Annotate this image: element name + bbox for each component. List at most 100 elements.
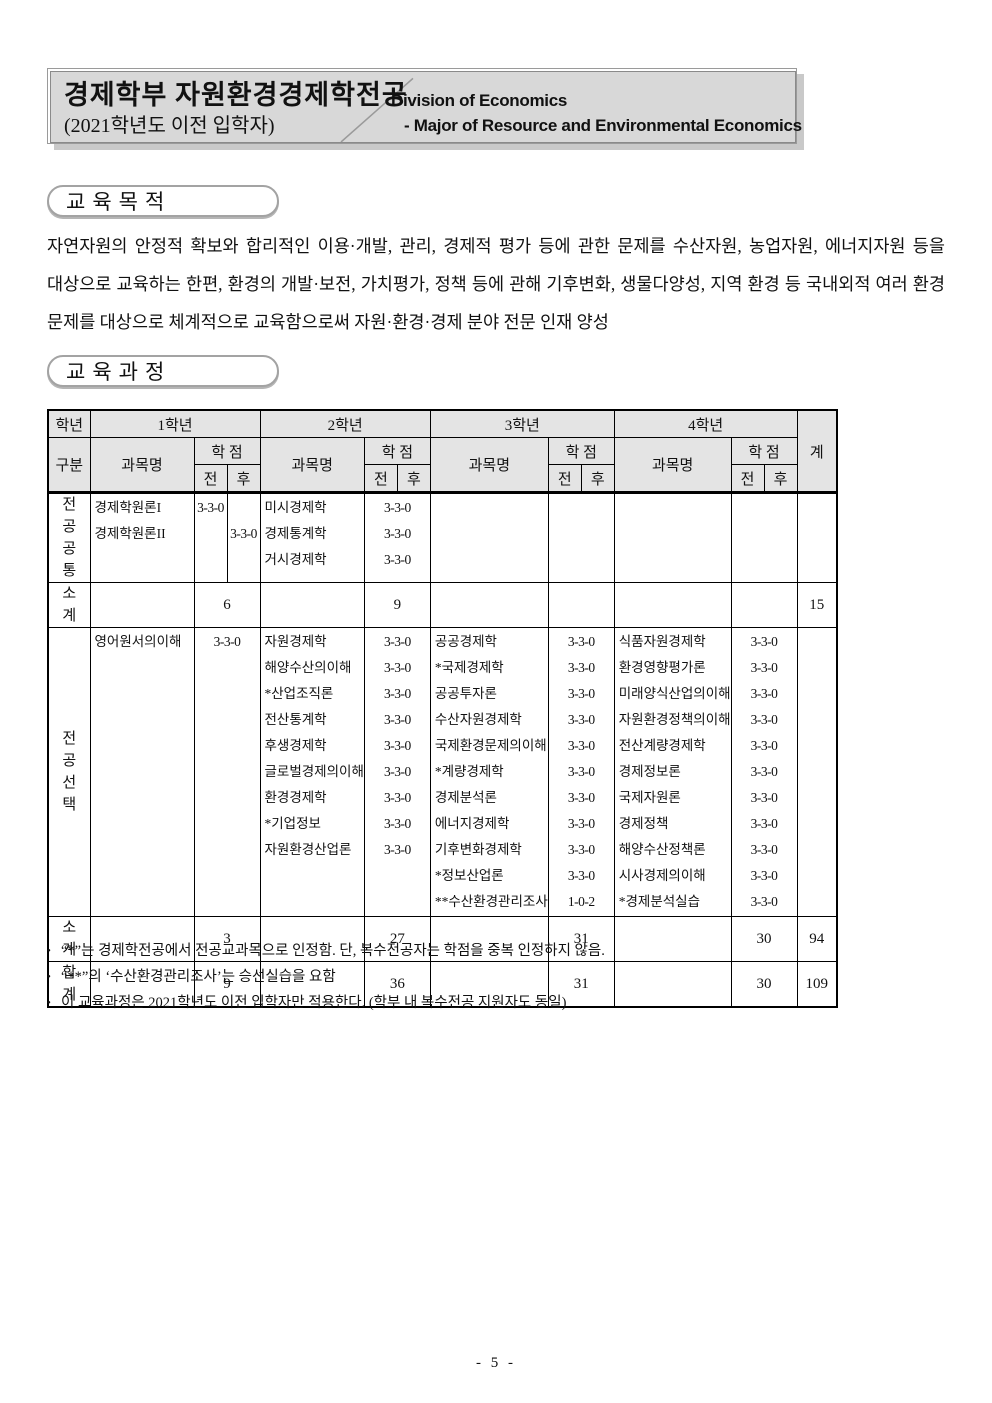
course-name: 전산통계학 <box>264 712 327 727</box>
course-name: 공공경제학 <box>434 634 497 649</box>
row-total-cell <box>796 492 838 583</box>
sum-label-cell: 소계 <box>47 916 91 962</box>
course-name: 공공투자론 <box>434 686 497 701</box>
course-credit: 3-3-0 <box>384 686 411 701</box>
course-credit: 3-3-0 <box>567 712 595 727</box>
course-name: 수산자원경제학 <box>434 712 522 727</box>
course-credit: 3-3-0 <box>567 634 595 649</box>
sum-credit-cell: 31 <box>547 916 615 962</box>
course-credit <box>228 495 260 521</box>
sum-empty-cell <box>429 961 549 1008</box>
footnote-text: “*”는 경제학전공에서 전공교과목으로 인정함. 단, 복수전공자는 학점을 … <box>61 943 605 959</box>
course-name: 후생경제학 <box>264 738 327 753</box>
header-pre-label: 전 <box>363 464 398 493</box>
total-row: 합계 9 36 31 30 109 <box>47 961 838 1008</box>
course-name: *기업정보 <box>264 816 321 831</box>
course-credit: 3-3-0 <box>750 816 778 831</box>
sum-credit-cell: 36 <box>363 961 431 1008</box>
course-credit: 3-3-0 <box>567 686 595 701</box>
course-name: *계량경제학 <box>434 764 504 779</box>
header-banner-inner: 경제학부 자원환경경제학전공 (2021학년도 이전 입학자) Division… <box>50 71 802 143</box>
sum-credit-cell <box>730 582 798 628</box>
header-pre-label: 전 <box>730 464 765 493</box>
course-name: 해양수산정책론 <box>618 842 706 857</box>
header-course-label: 과목명 <box>89 437 195 493</box>
division-title-english: Division of Economics <box>391 91 568 110</box>
sum-empty-cell <box>613 582 732 628</box>
subtotal-row: 소계 3 27 31 30 94 <box>47 916 838 962</box>
section-title-text: 교육과정 <box>66 360 172 384</box>
sum-credit-cell: 27 <box>363 916 431 962</box>
header-course-label: 과목명 <box>429 437 549 493</box>
course-credit <box>195 521 227 547</box>
credit-cell: 3-3-0 <box>193 627 261 917</box>
credit-post-cell: 3-3-0 <box>226 492 261 583</box>
footnote-text: 이 교육과정은 2021학년도 이전 입학자만 적용한다. (학부 내 복수전공… <box>61 995 567 1011</box>
header-pre-label: 전 <box>547 464 582 493</box>
course-name: 경제학원론II <box>94 526 166 541</box>
course-name: *산업조직론 <box>264 686 334 701</box>
course-credit: 3-3-0 <box>384 790 411 805</box>
curriculum-table-body: 전공공통 경제학원론I 경제학원론II 3-3-0 3-3-0 미시경제학 경제통계학 거시… <box>47 492 838 1008</box>
course-credit: 3-3-0 <box>384 712 411 727</box>
course-name: 식품자원경제학 <box>618 634 706 649</box>
sum-total-cell: 15 <box>796 582 838 628</box>
sum-credit-cell <box>547 582 615 628</box>
course-credit: 3-3-0 <box>384 764 411 779</box>
sum-empty-cell <box>259 916 365 962</box>
course-name: 기후변화경제학 <box>434 842 522 857</box>
course-name: 경제분석론 <box>434 790 497 805</box>
course-credit: 3-3-0 <box>384 552 411 567</box>
header-category-label: 구분 <box>47 437 91 493</box>
sum-credit-cell: 6 <box>193 582 261 628</box>
course-name: *경제분석실습 <box>618 894 701 909</box>
bullet-icon: • <box>47 971 51 983</box>
course-name-cell <box>613 492 732 583</box>
header-post-label: 후 <box>396 464 431 493</box>
course-credit: 3-3-0 <box>567 738 595 753</box>
header-total-label: 계 <box>796 409 838 493</box>
course-name: 자원환경산업론 <box>264 842 352 857</box>
course-credit: 3-3-0 <box>750 868 778 883</box>
course-name: 환경경제학 <box>264 790 327 805</box>
course-credit: 3-3-0 <box>230 526 257 541</box>
course-name: *정보산업론 <box>434 868 504 883</box>
course-name-cell: 공공경제학 *국제경제학 공공투자론 수산자원경제학 국제환경문제의이해 *계량경제학 경제… <box>429 627 549 917</box>
course-name-cell: 경제학원론I 경제학원론II <box>89 492 195 583</box>
course-credit: 3-3-0 <box>567 816 595 831</box>
course-row: 전공선택 영어원서의이해 3-3-0 자원경제학 해양수산의이해 *산업조직론 전산통계학 후… <box>47 627 838 917</box>
course-name: 시사경제의이해 <box>618 868 706 883</box>
course-name: 영어원서의이해 <box>94 634 182 649</box>
footnote-item: • “**”의 ‘수산환경관리조사’는 승선실습을 요함 <box>47 964 605 990</box>
course-credit: 3-3-0 <box>384 816 411 831</box>
course-credit: 3-3-0 <box>567 790 595 805</box>
course-name-cell <box>429 492 549 583</box>
sum-empty-cell <box>259 582 365 628</box>
credit-cell: 3-3-0 3-3-0 3-3-0 3-3-0 3-3-0 3-3-0 3-3-0 3-3-0… <box>730 627 798 917</box>
header-grade-4: 4학년 <box>613 409 798 438</box>
course-credit: 3-3-0 <box>384 634 411 649</box>
course-credit: 3-3-0 <box>750 894 778 909</box>
course-name: 경제학원론I <box>94 500 162 515</box>
course-credit: 3-3-0 <box>750 764 778 779</box>
course-credit: 3-3-0 <box>384 738 411 753</box>
category-cell: 전공선택 <box>47 627 91 917</box>
bullet-icon: • <box>47 997 51 1009</box>
sum-empty-cell <box>429 916 549 962</box>
course-credit: 3-3-0 <box>197 500 224 515</box>
course-name-cell: 미시경제학 경제통계학 거시경제학 <box>259 492 365 583</box>
curriculum-table-header: 학년 1학년 2학년 3학년 4학년 계 구분 과목명 학 점 과목명 학 점 … <box>47 409 838 493</box>
course-name-cell: 자원경제학 해양수산의이해 *산업조직론 전산통계학 후생경제학 글로벌경제의이해 환경경제… <box>259 627 365 917</box>
sum-credit-cell: 3 <box>193 916 261 962</box>
header-post-label: 후 <box>226 464 261 493</box>
diagonal-divider-line <box>340 77 414 142</box>
sum-empty-cell <box>613 961 732 1008</box>
program-subtitle-korean: (2021학년도 이전 입학자) <box>64 115 275 137</box>
sum-total-cell: 94 <box>796 916 838 962</box>
course-name: 경제정책 <box>618 816 669 831</box>
credit-cell <box>730 492 798 583</box>
sum-empty-cell <box>613 916 732 962</box>
sum-credit-cell: 31 <box>547 961 615 1008</box>
course-credit: 3-3-0 <box>213 634 241 649</box>
